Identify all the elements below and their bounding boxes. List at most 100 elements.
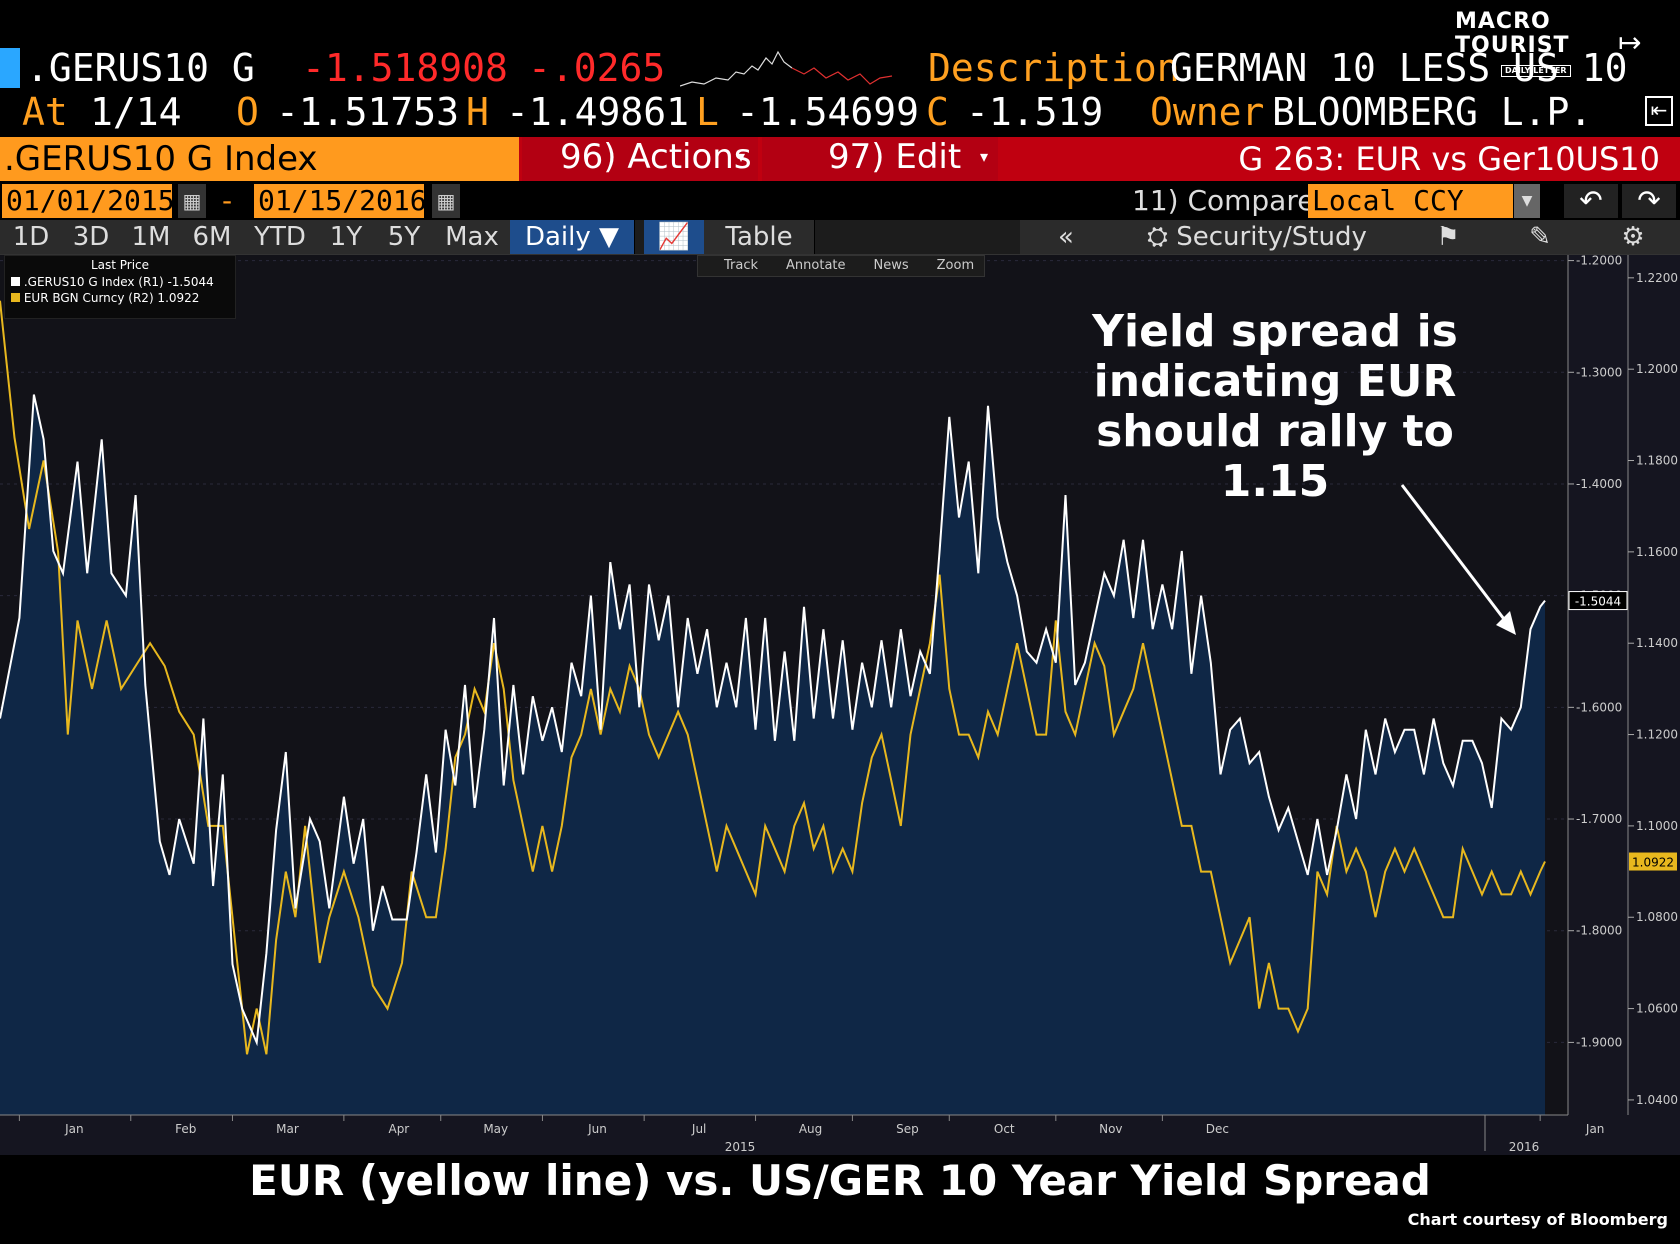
legend-entry-eur[interactable]: EUR BGN Curncy (R2) 1.0922 — [5, 290, 235, 306]
y-tick-label-r1: -1.2000 — [1576, 255, 1622, 268]
edit-menu[interactable]: 97) Edit ▾ — [762, 137, 998, 181]
compare-button[interactable]: 11) Compare — [1132, 184, 1315, 217]
x-tick-label: Dec — [1206, 1122, 1229, 1136]
y-axis-r1: -1.2000-1.3000-1.4000-1.5000-1.6000-1.70… — [1567, 254, 1622, 1115]
collapse-icon[interactable]: « — [1020, 220, 1113, 254]
period-1m[interactable]: 1M — [120, 220, 183, 254]
date-bar: 01/01/2015 ▦ - 01/15/2016 ▦ 11) Compare … — [0, 182, 1680, 220]
calendar-icon[interactable]: ▦ — [432, 184, 460, 218]
chart-caption: EUR (yellow line) vs. US/GER 10 Year Yie… — [249, 1156, 1431, 1205]
spread-series-line — [0, 394, 1546, 1047]
y-tick-label-r2: 1.1600 — [1636, 545, 1678, 559]
x-year-label: 2016 — [1509, 1140, 1540, 1154]
sparkline — [680, 50, 893, 87]
chart-svg: -1.2000-1.3000-1.4000-1.5000-1.6000-1.70… — [0, 254, 1680, 1155]
frequency-select[interactable]: Daily ▼ — [510, 220, 635, 254]
flag-icon[interactable]: ⚑ — [1402, 220, 1495, 254]
x-tick-label: Jun — [587, 1122, 607, 1136]
x-tick-label: Jul — [691, 1122, 706, 1136]
zoom-tool[interactable]: Zoom — [936, 258, 975, 273]
period-6m[interactable]: 6M — [182, 220, 243, 254]
period-1d[interactable]: 1D — [0, 220, 63, 254]
macro-tourist-logo: MACRO TOURIST DAILY LETTER — [1455, 10, 1605, 85]
period-1y[interactable]: 1Y — [318, 220, 375, 254]
open-label: O — [236, 90, 259, 134]
end-date-field[interactable]: 01/15/2016 — [254, 184, 427, 218]
x-axis: Jan Feb Mar Apr May Jun Jul Aug Sep Oct Nov Dec Jan 2… — [0, 1114, 1604, 1154]
ticker: .GERUS10 G — [26, 46, 255, 90]
quote-header: .GERUS10 G -1.518908 -.0265 Description … — [0, 0, 1680, 135]
security-study-button[interactable]: ⛭ Security/Study — [1112, 220, 1403, 254]
period-3d[interactable]: 3D — [62, 220, 121, 254]
logo-line3: DAILY LETTER — [1501, 65, 1571, 77]
line-chart-icon[interactable]: 📈 — [644, 220, 705, 254]
chevron-down-icon: ▾ — [737, 147, 746, 166]
x-year-label: 2015 — [725, 1140, 756, 1154]
gear-icon[interactable]: ⚙ — [1586, 220, 1680, 254]
y-tick-label-r1: -1.3000 — [1576, 365, 1622, 379]
arrow-logo-icon: ↦ — [1618, 26, 1642, 59]
y-tick-label-r2: 1.2000 — [1636, 362, 1678, 376]
period-max[interactable]: Max — [434, 220, 511, 254]
chart-tools: Track Annotate News Zoom — [697, 255, 986, 277]
owner-label: Owner — [1150, 90, 1265, 134]
track-tool[interactable]: Track — [724, 258, 759, 273]
study-icon: ⛭ — [1147, 222, 1177, 252]
redo-icon[interactable]: ↷ — [1622, 184, 1676, 218]
start-date-field[interactable]: 01/01/2015 — [2, 184, 175, 218]
y-tick-label-r1: -1.7000 — [1576, 812, 1622, 826]
period-5y[interactable]: 5Y — [374, 220, 435, 254]
description: GERMAN 10 LESS US 10 — [1170, 46, 1628, 90]
actions-menu[interactable]: 96) Actions ▾ — [522, 137, 758, 181]
y-tick-label-r2: 1.1200 — [1636, 728, 1678, 742]
x-tick-label: Mar — [276, 1122, 299, 1136]
annotate-tool[interactable]: Annotate — [786, 258, 846, 273]
annotation-arrow — [1400, 484, 1512, 628]
logo-line1: MACRO — [1455, 9, 1551, 34]
frequency-label: Daily — [524, 222, 591, 252]
annotation-arrowhead — [1496, 611, 1516, 635]
legend-label: EUR BGN Curncy (R2) 1.0922 — [23, 291, 200, 305]
y-tick-label-r2: 1.0800 — [1636, 910, 1678, 924]
chevron-down-icon: ▾ — [980, 147, 989, 166]
news-tool[interactable]: News — [873, 258, 909, 273]
x-tick-label: Jan — [64, 1122, 84, 1136]
y-tick-label-r2: 1.2200 — [1636, 271, 1678, 285]
last-eur-label: 1.0922 — [1632, 856, 1674, 870]
at-label: At — [22, 90, 68, 134]
y-axis-r2: 1.2200 1.2000 1.1800 1.1600 1.1400 1.1200 1.10… — [1627, 255, 1678, 1115]
low-label: L — [696, 90, 719, 134]
high-label: H — [466, 90, 489, 134]
logo-line2: TOURIST — [1455, 33, 1570, 58]
x-tick-label: Apr — [388, 1122, 409, 1136]
currency-select[interactable]: Local CCY — [1308, 184, 1513, 218]
security-marker — [0, 48, 20, 88]
calendar-icon[interactable]: ▦ — [178, 184, 206, 218]
y-tick-label-r2: 1.1000 — [1636, 819, 1678, 833]
y-tick-label-r1: -1.4000 — [1576, 477, 1622, 491]
title-bar: .GERUS10 G Index 96) Actions ▾ 97) Edit … — [0, 137, 1680, 181]
high-value: -1.49861 — [506, 90, 690, 134]
last-value-labels: -1.5044 1.0922 — [1568, 591, 1677, 871]
undo-icon[interactable]: ↶ — [1564, 184, 1618, 218]
y-tick-label-r2: 1.1800 — [1636, 454, 1678, 468]
table-button[interactable]: Table — [704, 220, 815, 254]
legend-swatch — [11, 277, 20, 286]
security-study-label: Security/Study — [1176, 222, 1367, 252]
export-icon[interactable]: ⇤ — [1645, 96, 1673, 126]
security-name[interactable]: .GERUS10 G Index — [0, 137, 519, 181]
annotation-text: Yield spread is indicating EUR should ra… — [1092, 306, 1458, 507]
y-tick-label-r1: -1.8000 — [1576, 924, 1622, 938]
close-value: -1.519 — [966, 90, 1104, 134]
legend-entry-spread[interactable]: .GERUS10 G Index (R1) -1.5044 — [5, 274, 235, 290]
chevron-down-icon[interactable]: ▼ — [1514, 184, 1540, 218]
graph-title: G 263: EUR vs Ger10US10 — [1238, 140, 1660, 178]
period-ytd[interactable]: YTD — [242, 220, 319, 254]
owner: BLOOMBERG L.P. — [1272, 90, 1593, 134]
x-tick-label: Oct — [994, 1122, 1015, 1136]
chart-toolbar: 1D 3D 1M 6M YTD 1Y 5Y Max Daily ▼ 📈 Tabl… — [0, 220, 1680, 255]
actions-label: 96) Actions — [560, 137, 752, 177]
close-label: C — [926, 90, 949, 134]
annotate-icon[interactable]: ✎ — [1494, 220, 1587, 254]
x-tick-label: May — [483, 1122, 508, 1136]
